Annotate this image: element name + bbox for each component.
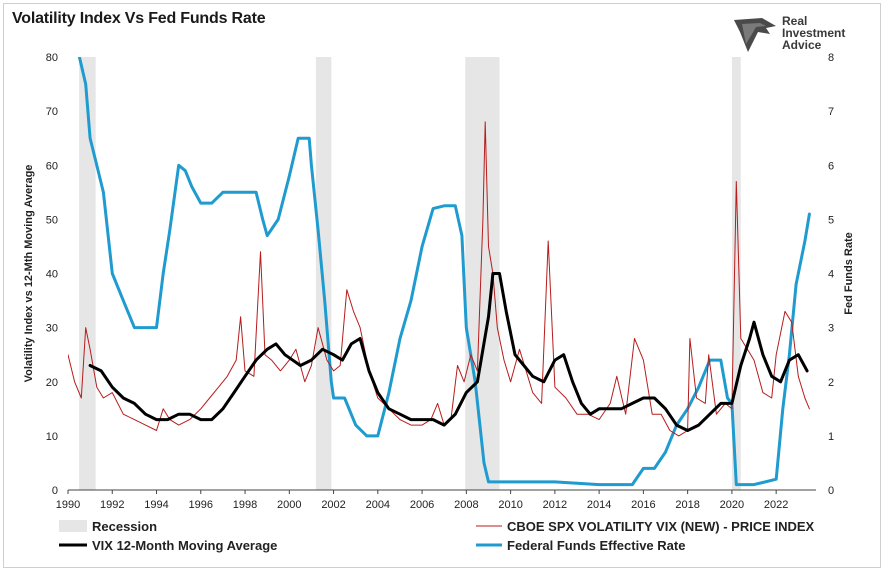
legend-vix-ma-label: VIX 12-Month Moving Average: [92, 538, 277, 553]
right-tick-label: 1: [828, 431, 834, 443]
legend-fed-label: Federal Funds Effective Rate: [507, 538, 685, 553]
x-tick-label: 2022: [764, 499, 788, 511]
vix-series-line: [68, 121, 810, 437]
legend: Recession CBOE SPX VOLATILITY VIX (NEW) -…: [59, 519, 815, 553]
x-tick-label: 2020: [720, 499, 744, 511]
left-tick-label: 0: [52, 485, 58, 497]
left-tick-label: 10: [46, 431, 58, 443]
vix-ma-series-line: [88, 272, 809, 432]
recession-band: [731, 57, 741, 490]
x-tick-label: 2018: [675, 499, 699, 511]
x-tick-label: 2008: [454, 499, 478, 511]
right-tick-label: 7: [828, 106, 834, 118]
recession-band: [79, 57, 96, 490]
chart-plot: 0 10 20 30 40 50 60 70 80 0 1 2 3 4 5 6 7 8 1990 1992 1994 19…: [23, 52, 855, 553]
right-tick-label: 4: [828, 269, 834, 281]
logo-text: Real Investment Advice: [782, 15, 845, 51]
x-tick-label: 2012: [543, 499, 567, 511]
right-tick-label: 6: [828, 160, 834, 172]
real-investment-advice-logo: Real Investment Advice: [732, 14, 862, 54]
x-tick-label: 2000: [277, 499, 301, 511]
right-tick-label: 2: [828, 377, 834, 389]
x-tick-label: 1994: [144, 499, 168, 511]
x-tick-label: 2016: [631, 499, 655, 511]
x-tick-label: 2014: [587, 499, 611, 511]
legend-recession-swatch: [59, 520, 87, 532]
logo-line-1: Real: [782, 14, 808, 28]
left-tick-label: 50: [46, 214, 58, 226]
legend-recession-label: Recession: [92, 519, 157, 534]
chart-title: Volatility Index Vs Fed Funds Rate: [12, 10, 266, 27]
x-tick-label: 1990: [56, 499, 80, 511]
right-tick-label: 8: [828, 52, 834, 64]
axes: 0 10 20 30 40 50 60 70 80 0 1 2 3 4 5 6 7 8 1990 1992 1994 19…: [23, 52, 855, 511]
x-tick-label: 2010: [498, 499, 522, 511]
chart-frame: Volatility Index Vs Fed Funds Rate Real …: [3, 3, 881, 568]
left-tick-label: 30: [46, 323, 58, 335]
left-tick-label: 70: [46, 106, 58, 118]
series-lines: [68, 57, 811, 487]
x-tick-label: 1996: [189, 499, 213, 511]
right-tick-label: 5: [828, 214, 834, 226]
right-tick-label: 0: [828, 485, 834, 497]
right-axis-title: Fed Funds Rate: [843, 232, 855, 315]
left-tick-label: 20: [46, 377, 58, 389]
left-tick-label: 40: [46, 269, 58, 281]
legend-vix-label: CBOE SPX VOLATILITY VIX (NEW) - PRICE IN…: [507, 519, 815, 534]
x-tick-label: 1992: [100, 499, 124, 511]
x-tick-label: 2006: [410, 499, 434, 511]
x-tick-label: 1998: [233, 499, 257, 511]
logo-line-2: Investment: [782, 26, 846, 40]
left-axis-title: Volatility Index vs 12-Mth Moving Averag…: [23, 165, 35, 383]
eagle-logo-icon: [734, 18, 776, 52]
left-tick-label: 60: [46, 160, 58, 172]
x-tick-label: 2004: [366, 499, 390, 511]
fed-funds-series-line: [77, 57, 811, 487]
right-tick-label: 3: [828, 323, 834, 335]
x-tick-label: 2002: [321, 499, 345, 511]
left-tick-label: 80: [46, 52, 58, 64]
logo-line-3: Advice: [782, 38, 822, 52]
